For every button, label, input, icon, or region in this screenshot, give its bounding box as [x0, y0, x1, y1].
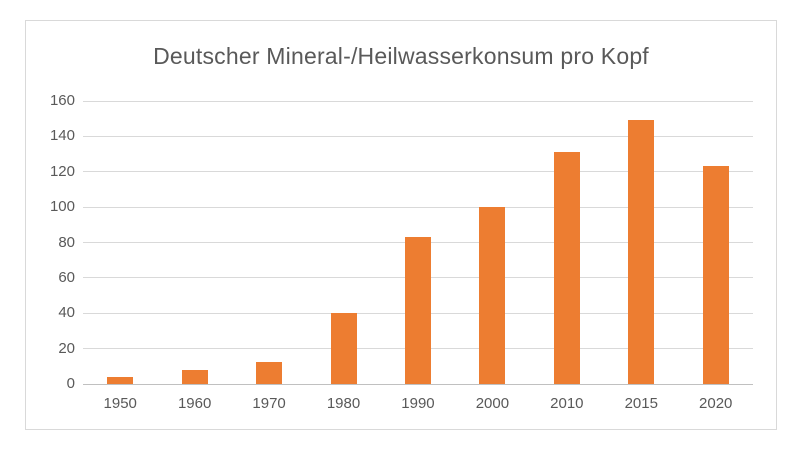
x-axis: 1950 1960 1970 1980 1990 2000 2010 2015 2020 [83, 395, 753, 417]
y-tick-label-20: 20 [58, 339, 75, 357]
bar-1980 [330, 313, 357, 384]
x-tick-label-2020: 2020 [699, 395, 733, 412]
chart-title: Deutscher Mineral-/Heilwasserkonsum pro … [153, 43, 649, 69]
x-tick-label-1980: 1980 [326, 395, 361, 412]
y-tick-label-140: 140 [49, 127, 75, 145]
bar-2015 [628, 120, 655, 384]
bar-1990 [404, 237, 431, 384]
bar-2020 [702, 166, 729, 384]
bar-1970 [256, 361, 283, 384]
chart-frame: Deutscher Mineral-/Heilwasserkonsum pro … [25, 20, 777, 430]
bar-series [83, 101, 753, 384]
x-axis-line [83, 383, 753, 385]
x-tick-label-2000: 2000 [475, 395, 510, 412]
bar-slot-2020 [679, 101, 753, 384]
y-tick-label-80: 80 [58, 233, 75, 251]
bar-slot-1960 [157, 101, 231, 384]
gridline-100 [83, 206, 753, 208]
y-tick-label-120: 120 [49, 162, 75, 180]
bar-2000 [479, 207, 506, 384]
x-tick-label-1960: 1960 [177, 395, 212, 412]
plot-area [83, 100, 753, 385]
y-tick-label-40: 40 [58, 304, 75, 322]
y-tick-label-100: 100 [49, 198, 75, 216]
x-tick-label-1990: 1990 [401, 395, 435, 412]
bar-slot-1950 [83, 101, 157, 384]
bar-slot-2000 [455, 101, 529, 384]
bar-slot-2015 [604, 101, 678, 384]
x-tick-label-2015: 2015 [624, 395, 658, 412]
x-tick-label-1950: 1950 [103, 395, 137, 412]
y-tick-label-0: 0 [66, 375, 75, 392]
bar-2010 [553, 152, 580, 384]
gridline-140 [83, 135, 753, 137]
bar-slot-1980 [306, 101, 380, 384]
bar-1960 [181, 369, 208, 384]
gridline-160 [83, 100, 753, 102]
y-tick-label-160: 160 [49, 92, 75, 109]
y-axis: 0 20 40 60 80 100 120 140 160 [26, 93, 75, 392]
bar-slot-1970 [232, 101, 306, 384]
x-tick-label-2010: 2010 [550, 395, 584, 412]
y-tick-label-60: 60 [58, 268, 75, 286]
x-tick-label-1970: 1970 [252, 395, 286, 412]
bar-1950 [107, 376, 134, 384]
bar-slot-1990 [381, 101, 455, 384]
bar-slot-2010 [530, 101, 604, 384]
gridline-120 [83, 171, 753, 173]
